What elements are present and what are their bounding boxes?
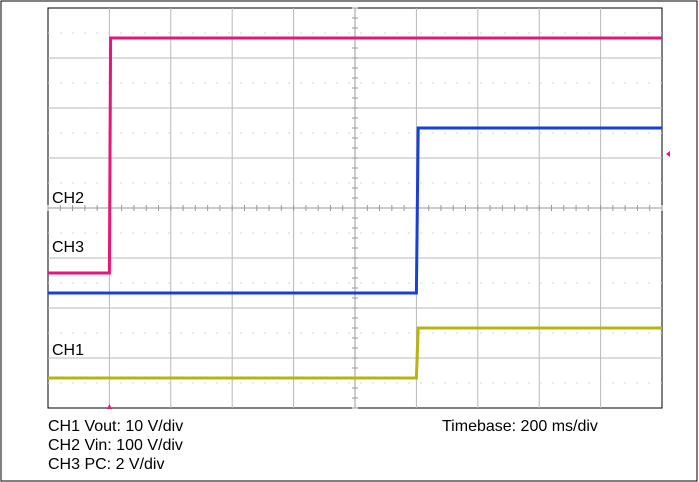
ch3-scale-caption: CH3 PC: 2 V/div xyxy=(48,456,165,473)
trigger-time-marker xyxy=(106,404,112,409)
ch3-label: CH3 xyxy=(52,239,84,256)
ch1-trace xyxy=(48,326,662,380)
channel-labels: CH2 CH3 CH1 xyxy=(52,190,84,359)
ch2-label: CH2 xyxy=(52,190,84,207)
grid xyxy=(47,7,663,409)
markers xyxy=(106,151,670,409)
traces xyxy=(48,36,662,380)
ch1-label: CH1 xyxy=(52,342,84,359)
ch3-trace xyxy=(48,126,662,295)
ch1-scale-caption: CH1 Vout: 10 V/div xyxy=(48,418,184,435)
timebase-caption: Timebase: 200 ms/div xyxy=(442,418,598,435)
ch2-trace xyxy=(48,36,662,275)
ch2-scale-caption: CH2 Vin: 100 V/div xyxy=(48,437,183,454)
trigger-level-marker xyxy=(666,151,670,157)
